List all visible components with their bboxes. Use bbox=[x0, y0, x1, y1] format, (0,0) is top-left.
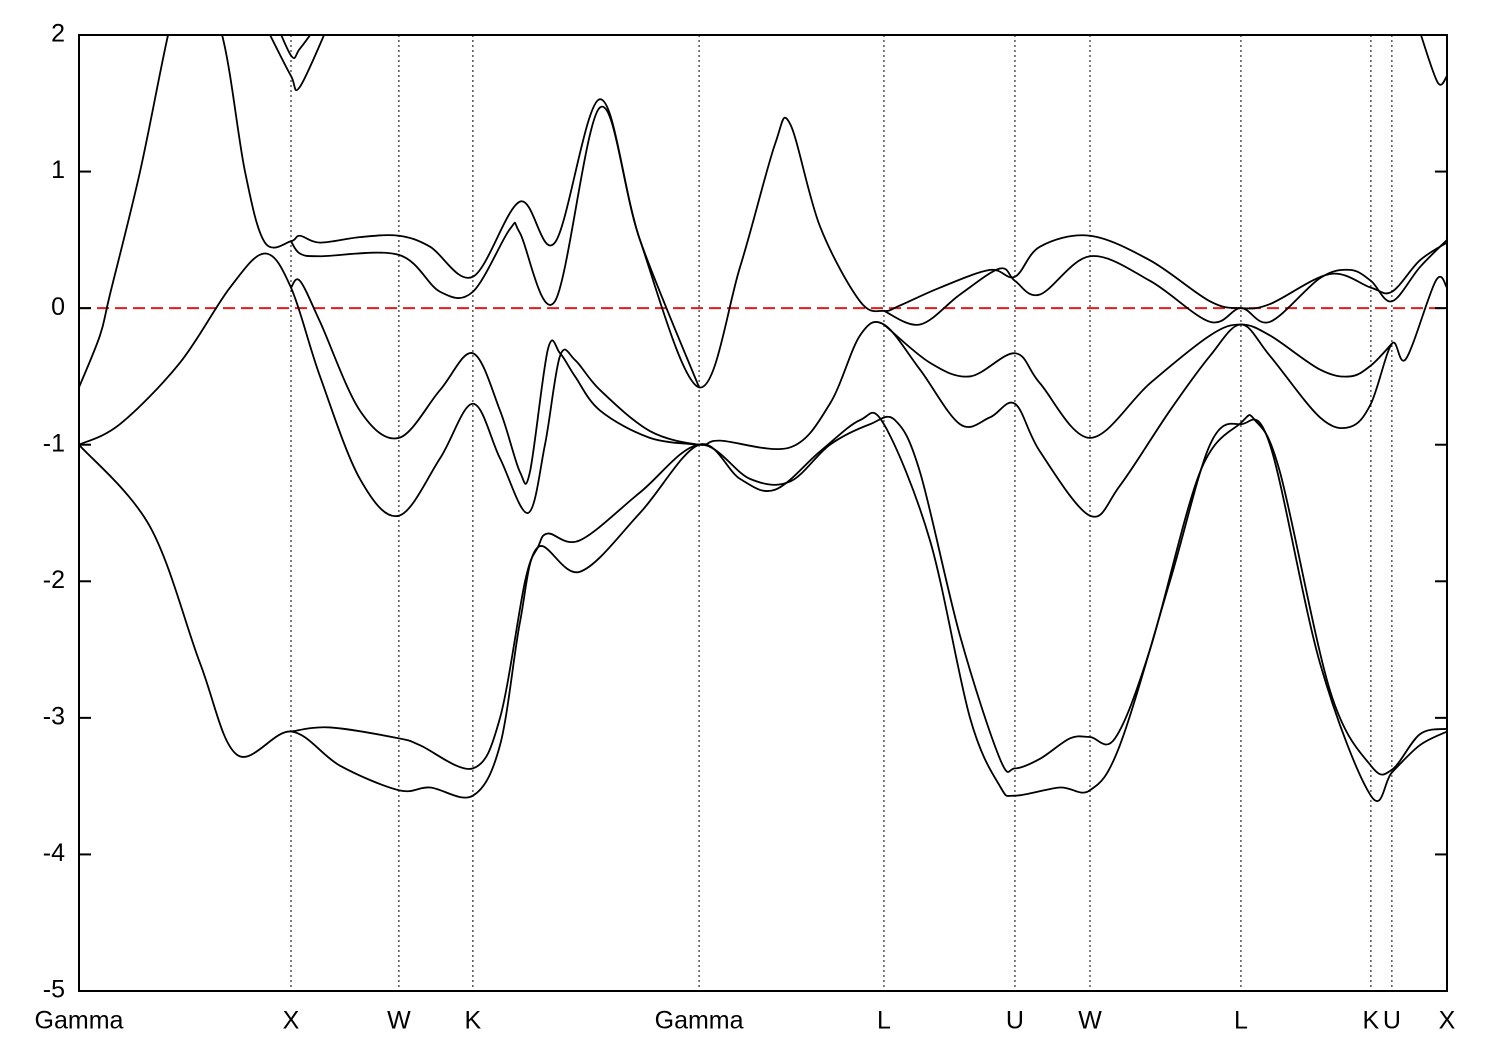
band-line bbox=[79, 412, 1447, 802]
band-line bbox=[79, 35, 1447, 389]
x-tick-label: U bbox=[1006, 1007, 1024, 1035]
band-line bbox=[1420, 35, 1447, 86]
x-tick-label: L bbox=[1234, 1007, 1248, 1035]
plot-area bbox=[79, 35, 1447, 802]
y-tick-label: -5 bbox=[43, 976, 65, 1004]
y-tick-label: 1 bbox=[51, 156, 65, 184]
band-line bbox=[290, 414, 1447, 776]
x-tick-label: K bbox=[465, 1007, 482, 1035]
x-tick-label: U bbox=[1383, 1007, 1401, 1035]
band-line bbox=[79, 252, 1447, 518]
y-tick-label: -1 bbox=[43, 429, 65, 457]
x-tick-label: Gamma bbox=[655, 1007, 744, 1035]
band-line bbox=[269, 35, 326, 92]
x-tick-label: W bbox=[1078, 1007, 1102, 1035]
y-tick-label: 2 bbox=[51, 20, 65, 48]
x-tick-label: Gamma bbox=[35, 1007, 124, 1035]
band-line bbox=[280, 35, 312, 59]
x-tick-label: W bbox=[387, 1007, 411, 1035]
y-tick-label: -2 bbox=[43, 566, 65, 594]
band-line bbox=[883, 323, 1393, 439]
plot-frame bbox=[78, 34, 1448, 992]
y-tick-label: -3 bbox=[43, 702, 65, 730]
y-tick-label: -4 bbox=[43, 839, 65, 867]
x-tick-label: K bbox=[1363, 1007, 1380, 1035]
x-tick-label: X bbox=[1439, 1007, 1456, 1035]
x-tick-label: L bbox=[877, 1007, 891, 1035]
x-tick-label: X bbox=[283, 1007, 300, 1035]
band-line bbox=[290, 105, 700, 388]
y-tick-label: 0 bbox=[51, 293, 65, 321]
band-line bbox=[883, 239, 1447, 326]
band-line bbox=[290, 278, 700, 485]
